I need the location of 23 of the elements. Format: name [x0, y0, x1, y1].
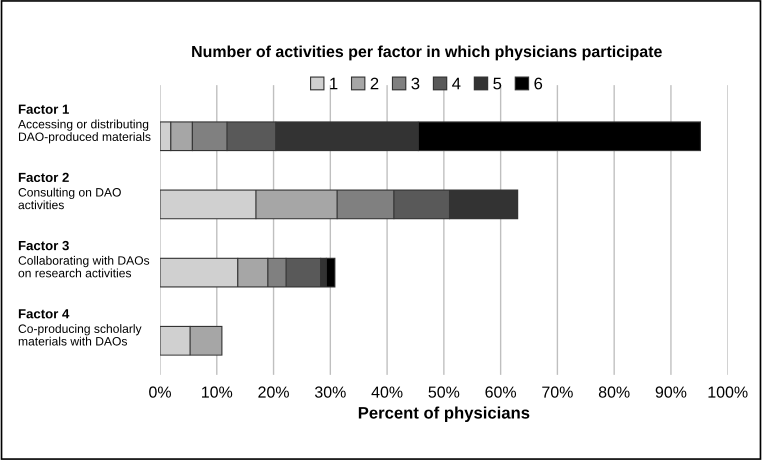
x-tick-label: 0%: [149, 386, 171, 398]
legend-label: 4: [452, 78, 460, 90]
x-tick-label: 90%: [656, 386, 686, 398]
y-tick-label: Factor 4 Co-producing scholarly materials with DAOs: [18, 309, 142, 346]
legend-label: 2: [370, 78, 378, 90]
x-tick-label: 50%: [428, 386, 460, 398]
legend-label: 1: [330, 78, 338, 90]
legend-label: 6: [534, 78, 542, 90]
x-tick-label: 80%: [598, 386, 630, 398]
x-tick-label: 10%: [202, 386, 232, 398]
x-axis-title: Percent of physicians: [358, 406, 530, 422]
x-tick-label: 40%: [371, 386, 403, 398]
y-tick-label: Factor 2 Consulting on DAO activities: [18, 172, 121, 210]
legend-label: 5: [493, 78, 502, 90]
legend-label: 3: [411, 78, 420, 90]
chart-title: Number of activities per factor in which physicians participate: [192, 45, 662, 60]
y-tick-label: Factor 1 Accessing or distributing DAO-produced materials: [18, 104, 151, 144]
x-tick-label: 20%: [258, 386, 289, 398]
x-tick-label: 70%: [542, 386, 573, 398]
x-tick-label: 30%: [314, 386, 346, 398]
y-tick-label: Factor 3 Collaborating with DAOs on research activities: [18, 240, 150, 278]
x-tick-label: 60%: [485, 386, 516, 398]
x-tick-label: 100%: [708, 386, 748, 398]
